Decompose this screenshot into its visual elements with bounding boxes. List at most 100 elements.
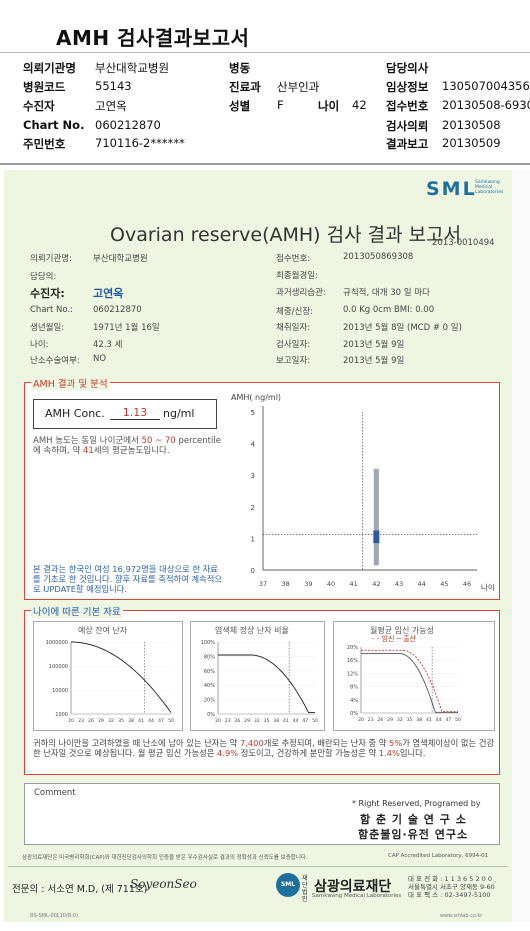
amh-section-title: AMH 결과 및 분석: [31, 376, 110, 390]
signature: SoyeonSeo: [130, 877, 197, 891]
m3-y-tick: 0%: [350, 711, 358, 717]
m2-x-tick: 47: [302, 718, 308, 724]
r-birth-value: 1971년 1월 16일: [93, 323, 160, 333]
test-request-label: 검사의뢰: [386, 119, 429, 133]
r-hospital-value: 부산대학교병원: [93, 254, 148, 264]
chart-no-label: Chart No.: [23, 118, 85, 132]
m3-x-tick: 26: [377, 717, 383, 723]
m2-x-tick: 50: [312, 718, 318, 724]
y-tick-label: 2: [251, 504, 255, 512]
m1-x-tick: 35: [118, 718, 124, 724]
m1-curve: [71, 641, 172, 713]
m1-y-tick: 1000000: [46, 640, 68, 646]
age-text-b: 개로 추정되며, 배란되는 난자 중 약: [263, 738, 387, 748]
report-number: 2013-0010494: [432, 238, 495, 248]
m3-x-tick: 35: [407, 717, 413, 723]
paper-edge: [512, 170, 530, 922]
footer-divider: [8, 866, 508, 867]
m2-x-tick: 20: [215, 718, 221, 724]
amh-desc-age: 41: [82, 446, 94, 456]
m2-x-tick: 44: [293, 718, 299, 724]
x-tick-label: 37: [259, 580, 267, 588]
r-collect-value: 2013년 5월 8일 (MCD # 0 일): [343, 323, 462, 333]
sex-value: F: [277, 98, 284, 112]
age-birth-pct: 1.4%: [378, 748, 400, 758]
foundation-subtitle: Samkwang Medical Laboratories: [312, 893, 402, 899]
r-test-label: 검사일자:: [276, 340, 311, 350]
m1-x-tick: 44: [148, 718, 154, 724]
website: www.smlab.co.kr: [440, 913, 483, 919]
m1-y-tick: 10000: [52, 688, 68, 694]
rights-text: * Right Reserved, Programed by: [352, 799, 481, 808]
x-tick-label: 41: [350, 580, 358, 588]
form-code: RS-SML-00L10(R:0): [30, 913, 79, 919]
sml-logo-subtitle: Samkwang Medical Laboratories: [475, 180, 504, 195]
r-report-label: 보고일자:: [276, 356, 311, 366]
age-eggs: 7,400: [239, 738, 264, 748]
m1-x-tick: 38: [128, 718, 134, 724]
r-weight-value: 0.0 Kg 0cm BMI: 0.00: [343, 305, 435, 315]
m3-x-tick: 29: [387, 717, 393, 723]
clinical-info-value: 130507004356: [442, 79, 530, 93]
r-patient-label: 수진자:: [30, 287, 65, 300]
x-tick-label: 39: [304, 580, 312, 588]
x-tick-label: 43: [395, 580, 403, 588]
m3-x-tick: 20: [358, 717, 364, 723]
result-report-value: 20130509: [442, 136, 501, 150]
foundation-name: 삼광의료재단: [314, 879, 392, 895]
amh-desc-post: 세의 평균농도입니다.: [93, 446, 170, 456]
amh-desc-pre: AMH 농도는 동일 나이군에서: [33, 436, 139, 446]
legend-birth: 출산: [403, 635, 416, 643]
r-patient-value: 고연옥: [93, 287, 124, 300]
hospital-code-label: 병원코드: [23, 80, 66, 94]
amh-description: AMH 농도는 동일 나이군에서 50 ~ 70 percentile에 속하며…: [33, 436, 221, 456]
m1-y-tick: 100000: [49, 664, 68, 670]
age-label: 나이: [318, 99, 340, 113]
r-receipt-label: 접수번호:: [276, 254, 311, 264]
foundation-tag: 재단법인: [302, 875, 308, 903]
range-bar: [373, 468, 379, 566]
patient-label: 수진자: [23, 99, 55, 113]
age-normal-pct: 5%: [389, 738, 403, 748]
receipt-no-label: 접수번호: [386, 99, 429, 113]
amh-desc-range: 50 ~ 70: [141, 436, 176, 446]
m3-y-tick: 12%: [347, 671, 358, 677]
m2-y-tick: 100%: [201, 640, 216, 646]
y-tick-label: 1: [251, 535, 255, 543]
r-doctor-label: 담당의:: [30, 272, 57, 282]
m1-x-tick: 29: [98, 718, 104, 724]
m3-curve-pregnancy: [361, 649, 458, 713]
m3-y-tick: 8%: [350, 685, 358, 691]
m1-x-tick: 50: [168, 718, 174, 724]
m1-x-tick: 41: [138, 718, 144, 724]
m3-x-tick: 47: [445, 717, 451, 723]
address-line-2: 서울특별시 서초구 양재동 9-60: [408, 883, 495, 891]
x-tick-label: 40: [327, 580, 335, 588]
y-tick-label: 4: [251, 441, 256, 449]
m1-x-tick: 20: [68, 718, 74, 724]
receipt-no-value: 20130508-6930: [442, 98, 530, 112]
amh-conc-box: [33, 399, 217, 429]
m2-x-tick: 38: [273, 718, 279, 724]
age-preg-pct: 4.9%: [217, 748, 239, 758]
comment-label: Comment: [34, 788, 76, 798]
hospital-name-value: 부산대학교병원: [95, 61, 170, 75]
m3-y-tick: 20%: [347, 645, 358, 651]
age-text-c: 가 염색체이상이 없는 건강한 난자일 것으로 예상됩니다. 월 평균 임신 가…: [33, 738, 495, 758]
x-axis-label: 나이: [481, 582, 495, 592]
m2-x-tick: 35: [264, 718, 270, 724]
institute-1: 함 춘 기 술 연 구 소: [360, 813, 467, 826]
m2-x-tick: 23: [225, 718, 231, 724]
amh-data-note: 본 결과는 한국인 여성 16,972명을 대상으로 한 자료를 기초로 한 것…: [33, 564, 223, 594]
department-label: 진료과: [229, 80, 261, 94]
mini-chart-2-title: 염색체 정상 난자 비율: [215, 626, 289, 635]
x-tick-label: 38: [282, 580, 290, 588]
r-cycle-value: 규칙적, 대개 30 일 마다: [343, 288, 430, 298]
x-tick-label: 44: [418, 580, 426, 588]
hospital-name-label: 의뢰기관명: [23, 61, 76, 75]
m2-x-tick: 26: [234, 718, 240, 724]
m3-x-tick: 38: [416, 717, 422, 723]
r-surgery-label: 난소수술여부:: [30, 356, 80, 366]
m2-y-tick: 20%: [204, 698, 215, 704]
